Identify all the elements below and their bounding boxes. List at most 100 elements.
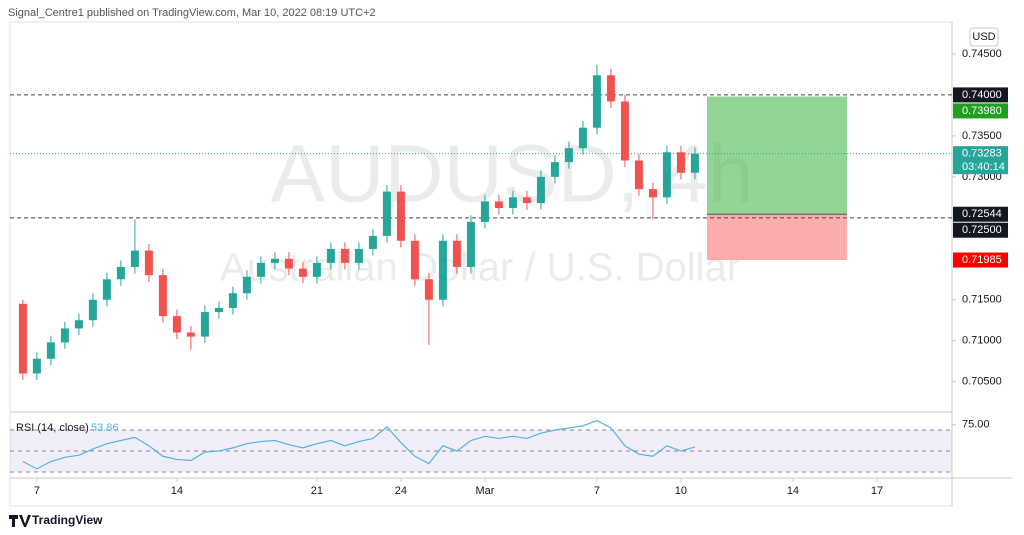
candle — [620, 94, 629, 168]
candle — [88, 293, 97, 327]
candle — [116, 260, 125, 286]
candle — [144, 244, 153, 282]
profit-zone — [706, 96, 847, 215]
rsi-value: 53.86 — [91, 422, 119, 434]
candle — [60, 321, 69, 349]
candle-body — [270, 258, 279, 263]
candle-body — [396, 191, 405, 241]
rsi-title: RSI (14, close) — [16, 422, 89, 434]
countdown: 03:40:14 — [962, 161, 1005, 173]
candle — [410, 234, 419, 286]
candle-body — [634, 160, 643, 190]
candle — [228, 286, 237, 315]
candle-body — [662, 152, 671, 198]
candle — [648, 182, 657, 220]
candle-body — [340, 248, 349, 263]
candle — [606, 68, 615, 109]
candle-body — [592, 75, 601, 128]
candle-body — [200, 312, 209, 337]
candle — [172, 309, 181, 340]
currency-box[interactable] — [969, 27, 999, 47]
candle-body — [144, 250, 153, 276]
price-label-box — [953, 146, 1008, 175]
price-label-box — [953, 87, 1008, 103]
candle-body — [494, 201, 503, 208]
candle-body — [410, 240, 419, 280]
x-tick-label: 7 — [594, 485, 600, 497]
price-label: 0.72500 — [962, 224, 1002, 236]
candle — [508, 190, 517, 215]
price-label: 0.73283 — [962, 148, 1002, 160]
candle-body — [550, 162, 559, 177]
candle — [550, 155, 559, 184]
candle — [158, 268, 167, 323]
candle — [130, 219, 139, 274]
candle — [662, 145, 671, 204]
brand-logo — [9, 515, 31, 527]
price-label-box — [953, 222, 1008, 238]
candle — [46, 335, 55, 366]
candle — [270, 252, 279, 270]
price-label: 0.74000 — [962, 89, 1002, 101]
candle-body — [32, 358, 41, 374]
x-tick-label: 14 — [171, 485, 183, 497]
candle-body — [242, 276, 251, 294]
candle-body — [648, 189, 657, 198]
candle — [214, 301, 223, 319]
candle — [382, 185, 391, 243]
candle-body — [452, 240, 461, 267]
candle — [298, 262, 307, 284]
candle — [480, 194, 489, 229]
candle — [424, 272, 433, 345]
candle-body — [298, 268, 307, 277]
candle-body — [228, 293, 237, 308]
brand-name: TradingView — [32, 513, 103, 527]
candle — [690, 147, 699, 180]
candle — [256, 256, 265, 284]
candle-body — [522, 197, 531, 204]
candle-body — [368, 235, 377, 249]
y-tick-label: 0.71500 — [962, 294, 1002, 306]
candle — [564, 141, 573, 169]
y-tick-label: 0.73500 — [962, 130, 1002, 142]
candle-body — [536, 176, 545, 204]
x-tick-label: Mar — [475, 485, 494, 497]
candle — [186, 325, 195, 350]
price-label-box — [953, 103, 1008, 119]
candle — [592, 64, 601, 135]
brand: TradingView — [9, 513, 103, 527]
candle — [676, 145, 685, 180]
candle-body — [60, 328, 69, 343]
x-tick-label: 10 — [675, 485, 687, 497]
candle — [368, 229, 377, 256]
loss-zone — [706, 214, 847, 261]
y-tick-label: 0.70500 — [962, 376, 1002, 388]
price-label-box — [953, 252, 1008, 268]
candle — [18, 299, 27, 381]
candle-body — [382, 191, 391, 236]
candle-body — [46, 342, 55, 359]
publisher: Signal_Centre1 published on TradingView.… — [8, 7, 376, 19]
candle-body — [18, 303, 27, 374]
x-tick-label: 14 — [787, 485, 799, 497]
x-tick-label: 21 — [311, 485, 323, 497]
y-tick-label: 75.00 — [962, 419, 990, 431]
candle — [102, 272, 111, 307]
candle — [634, 153, 643, 196]
candle — [74, 313, 83, 335]
candle-body — [312, 262, 321, 277]
candle-body — [620, 101, 629, 161]
price-label: 0.73980 — [962, 105, 1002, 117]
candle-body — [690, 153, 699, 173]
candle-body — [130, 250, 139, 267]
candle-body — [564, 148, 573, 163]
x-tick-label: 17 — [871, 485, 883, 497]
candle — [452, 234, 461, 274]
candle-body — [606, 75, 615, 102]
price-label: 0.71985 — [962, 254, 1002, 266]
candle — [354, 242, 363, 270]
candle-body — [354, 248, 363, 263]
candle-body — [74, 320, 83, 329]
candle-body — [284, 258, 293, 269]
